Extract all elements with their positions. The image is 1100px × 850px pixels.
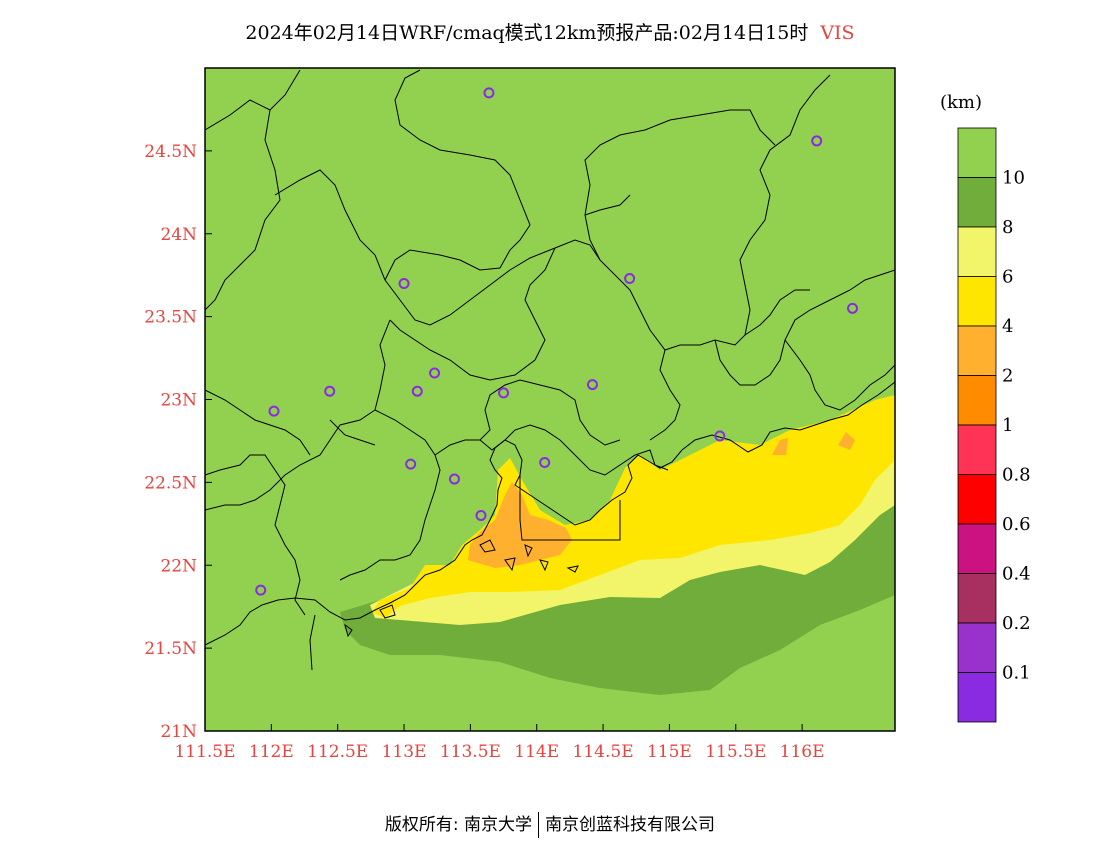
admin-borders: [204, 69, 896, 616]
city-marker: [483, 87, 495, 99]
legend-swatch: [957, 622, 997, 673]
city-marker: [714, 430, 726, 442]
city-marker: [811, 135, 823, 147]
legend-label: 0.2: [1002, 613, 1031, 634]
city-marker: [429, 367, 441, 379]
city-marker: [398, 277, 410, 289]
vis-patch-2-4-east: [838, 432, 855, 450]
vis-patch-2-4: [772, 438, 788, 455]
city-marker: [475, 510, 487, 522]
x-tick-label: 112E: [249, 742, 294, 762]
y-tick-label: 24.5N: [144, 142, 197, 162]
legend-swatch: [957, 375, 997, 426]
legend-label: 6: [1002, 267, 1013, 288]
footer-copyright: 版权所有: 南京大学: [384, 815, 533, 835]
coastline: [204, 381, 896, 671]
city-marker: [324, 385, 336, 397]
title-text: 2024年02月14日WRF/cmaq模式12km预报产品:02月14日15时: [245, 22, 809, 44]
city-marker: [586, 379, 598, 391]
y-tick-label: 23N: [160, 391, 197, 411]
legend-unit: (km): [940, 92, 982, 113]
legend-swatch: [957, 226, 997, 277]
legend-label: 0.6: [1002, 514, 1031, 535]
legend-swatch: [957, 127, 997, 178]
city-marker: [624, 273, 636, 285]
y-tick-label: 23.5N: [144, 308, 197, 328]
city-marker: [448, 473, 460, 485]
y-axis: 21N 21.5N 22N 22.5N 23N 23.5N 24N 24.5N: [144, 142, 212, 742]
x-tick-label: 113E: [382, 742, 427, 762]
city-markers: [255, 87, 859, 596]
x-tick-label: 112.5E: [307, 742, 368, 762]
legend-label: 4: [1002, 316, 1013, 337]
x-tick-label: 115.5E: [705, 742, 766, 762]
legend-swatch: [957, 325, 997, 376]
footer-separator: [538, 812, 540, 838]
legend-swatch: [957, 672, 997, 723]
x-axis: 111.5E 112E 112.5E 113E 113.5E 114E 114.5E 115E…: [174, 724, 825, 762]
legend-swatch: [957, 474, 997, 525]
color-legend: (km) 10 8 6 4 2 1 0.8 0.6 0.4 0.2 0.1: [940, 92, 1031, 723]
city-marker: [255, 584, 267, 596]
x-tick-label: 114.5E: [573, 742, 634, 762]
legend-label: 0.4: [1002, 564, 1031, 585]
legend-label: 1: [1002, 415, 1013, 436]
city-marker: [411, 385, 423, 397]
legend-label: 0.1: [1002, 663, 1031, 684]
legend-swatch: [957, 276, 997, 327]
x-tick-label: 113.5E: [440, 742, 501, 762]
title-variable: VIS: [820, 22, 855, 44]
city-marker: [847, 302, 859, 314]
city-marker: [405, 458, 417, 470]
legend-swatch: [957, 177, 997, 228]
legend-label: 0.8: [1002, 465, 1031, 486]
footer: 版权所有: 南京大学 南京创蓝科技有限公司: [0, 810, 1100, 838]
footer-company: 南京创蓝科技有限公司: [545, 815, 716, 835]
x-tick-label: 114E: [514, 742, 559, 762]
map-title: 2024年02月14日WRF/cmaq模式12km预报产品:02月14日15时 V…: [0, 18, 1100, 45]
y-tick-label: 21N: [160, 722, 197, 742]
y-tick-label: 22.5N: [144, 473, 197, 493]
legend-label: 2: [1002, 366, 1013, 387]
legend-swatch: [957, 523, 997, 574]
legend-label: 8: [1002, 217, 1013, 238]
city-marker: [268, 405, 280, 417]
y-tick-label: 22N: [160, 556, 197, 576]
x-tick-label: 116E: [780, 742, 825, 762]
legend-label: 10: [1002, 168, 1025, 189]
map-panel: [204, 67, 896, 732]
y-tick-label: 24N: [160, 225, 197, 245]
y-tick-label: 21.5N: [144, 639, 197, 659]
legend-swatch: [957, 573, 997, 624]
city-marker: [539, 456, 551, 468]
x-tick-label: 111.5E: [174, 742, 235, 762]
legend-swatch: [957, 424, 997, 475]
x-tick-label: 115E: [647, 742, 692, 762]
city-marker: [498, 387, 510, 399]
